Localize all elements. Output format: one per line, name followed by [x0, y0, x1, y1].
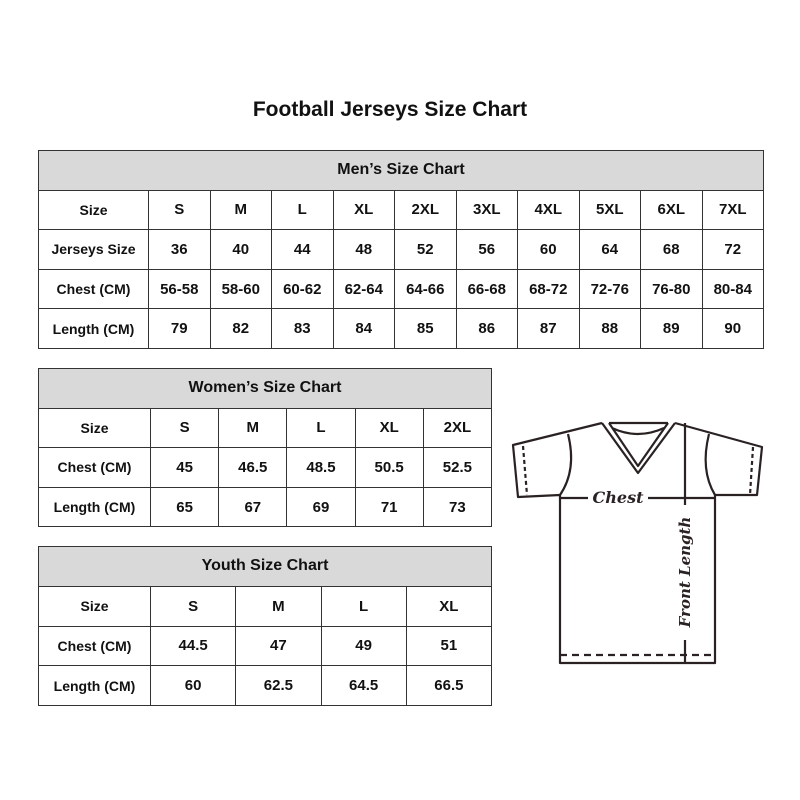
table-cell: 48.5 — [286, 447, 356, 488]
table-cell: 85 — [394, 308, 457, 349]
table-cell: 84 — [332, 308, 395, 349]
table-cell: XL — [332, 189, 395, 231]
table-cell: 48 — [332, 229, 395, 270]
table-cell: 68 — [640, 229, 703, 270]
table-cell: 52.5 — [422, 447, 493, 488]
row-label: Chest (CM) — [38, 625, 151, 667]
women-table-heading: Women’s Size Chart — [38, 368, 492, 409]
table-cell: 40 — [209, 229, 272, 270]
chest-label: Chest — [593, 488, 645, 507]
table-cell: XL — [354, 407, 424, 449]
table-row: Chest (CM) 45 46.5 48.5 50.5 52.5 — [38, 447, 493, 488]
table-cell: 6XL — [640, 189, 703, 231]
left-sleeve-hem — [521, 445, 529, 496]
row-label: Length (CM) — [38, 486, 151, 528]
table-cell: 72-76 — [578, 268, 641, 310]
table-cell: 44.5 — [149, 625, 237, 667]
table-cell: 47 — [235, 625, 322, 667]
row-label: Chest (CM) — [38, 447, 151, 488]
table-cell: 62-64 — [332, 268, 395, 310]
row-label: Size — [38, 585, 151, 627]
table-cell: 86 — [455, 308, 518, 349]
table-cell: 87 — [517, 308, 580, 349]
table-cell: 44 — [271, 229, 334, 270]
table-cell: S — [149, 407, 220, 449]
table-cell: M — [218, 407, 288, 449]
jersey-outline — [511, 421, 764, 665]
page-title: Football Jerseys Size Chart — [252, 98, 528, 121]
jersey-collar — [601, 421, 676, 475]
table-cell: 66-68 — [455, 268, 518, 310]
table-cell: 60-62 — [271, 268, 334, 310]
table-cell: XL — [405, 585, 493, 627]
mens-size-table: Men’s Size Chart Size S M L XL 2XL 3XL 4XL 5XL 6XL… — [38, 150, 764, 349]
table-cell: 73 — [422, 486, 493, 528]
table-cell: 7XL — [701, 189, 764, 231]
table-cell: 56-58 — [148, 268, 211, 310]
table-row: Jerseys Size 36 40 44 48 52 56 60 64 68 72 — [38, 229, 764, 270]
table-cell: M — [235, 585, 322, 627]
right-sleeve-hem — [748, 446, 755, 496]
table-cell: 2XL — [422, 407, 493, 449]
table-cell: 80-84 — [701, 268, 764, 310]
left-armhole — [559, 433, 573, 496]
table-cell: 76-80 — [640, 268, 703, 310]
table-cell: 88 — [578, 308, 641, 349]
table-cell: 66.5 — [405, 665, 493, 707]
table-cell: 49 — [320, 625, 407, 667]
front-length-label: Front Length — [676, 517, 694, 629]
table-cell: L — [271, 189, 334, 231]
table-cell: 51 — [405, 625, 493, 667]
table-cell: 62.5 — [235, 665, 322, 707]
youth-table-heading: Youth Size Chart — [38, 546, 492, 587]
table-cell: 5XL — [578, 189, 641, 231]
table-cell: L — [320, 585, 407, 627]
right-armhole — [704, 433, 716, 496]
table-cell: 36 — [148, 229, 211, 270]
table-row: Size S M L XL 2XL 3XL 4XL 5XL 6XL 7XL — [38, 189, 764, 231]
table-cell: 60 — [149, 665, 237, 707]
table-cell: 79 — [148, 308, 211, 349]
table-row: Size S M L XL 2XL — [38, 407, 493, 449]
row-label: Size — [38, 189, 149, 231]
row-label: Jerseys Size — [38, 229, 149, 270]
table-cell: 60 — [517, 229, 580, 270]
youth-size-table: Youth Size Chart Size S M L XL Chest (CM) 44.5 4… — [38, 546, 493, 707]
row-label: Size — [38, 407, 151, 449]
table-cell: 90 — [701, 308, 764, 349]
men-table-heading: Men’s Size Chart — [38, 150, 764, 191]
table-cell: 82 — [209, 308, 272, 349]
womens-size-table: Women’s Size Chart Size S M L XL 2XL Chest (CM)… — [38, 368, 493, 528]
table-cell: 69 — [286, 486, 356, 528]
table-cell: 50.5 — [354, 447, 424, 488]
table-cell: S — [149, 585, 237, 627]
table-cell: 65 — [149, 486, 220, 528]
row-label: Length (CM) — [38, 308, 149, 349]
table-cell: 67 — [218, 486, 288, 528]
table-cell: 64.5 — [320, 665, 407, 707]
table-cell: L — [286, 407, 356, 449]
table-row: Length (CM) 65 67 69 71 73 — [38, 486, 493, 528]
table-row: Length (CM) 60 62.5 64.5 66.5 — [38, 665, 493, 707]
table-cell: 68-72 — [517, 268, 580, 310]
table-row: Length (CM) 79 82 83 84 85 86 87 88 89 90 — [38, 308, 764, 349]
table-cell: 71 — [354, 486, 424, 528]
table-row: Chest (CM) 44.5 47 49 51 — [38, 625, 493, 667]
table-row: Size S M L XL — [38, 585, 493, 627]
table-cell: 45 — [149, 447, 220, 488]
